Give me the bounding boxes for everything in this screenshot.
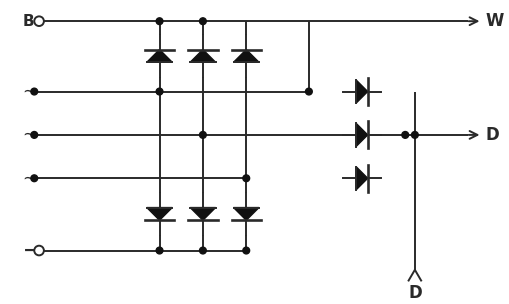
Circle shape [199, 247, 206, 254]
Polygon shape [190, 50, 215, 62]
Circle shape [242, 247, 249, 254]
Text: ~: ~ [23, 83, 37, 101]
Polygon shape [190, 208, 215, 220]
Polygon shape [233, 50, 259, 62]
Polygon shape [147, 208, 172, 220]
Circle shape [305, 88, 312, 95]
Polygon shape [233, 208, 259, 220]
Circle shape [199, 18, 206, 25]
Circle shape [156, 88, 162, 95]
Text: D: D [484, 126, 498, 144]
Circle shape [34, 16, 44, 26]
Polygon shape [355, 80, 367, 103]
Circle shape [34, 246, 44, 255]
Circle shape [156, 247, 162, 254]
Text: −: − [23, 241, 39, 260]
Text: W: W [484, 12, 502, 30]
Circle shape [156, 18, 162, 25]
Polygon shape [355, 123, 367, 147]
Text: ~: ~ [23, 126, 37, 144]
Polygon shape [147, 50, 172, 62]
Circle shape [411, 132, 417, 138]
Text: B+: B+ [23, 14, 47, 29]
Circle shape [31, 132, 38, 138]
Circle shape [242, 175, 249, 181]
Circle shape [31, 175, 38, 181]
Circle shape [31, 88, 38, 95]
Text: ~: ~ [23, 169, 37, 187]
Polygon shape [355, 167, 367, 190]
Circle shape [199, 132, 206, 138]
Text: D: D [407, 284, 421, 302]
Circle shape [401, 132, 408, 138]
